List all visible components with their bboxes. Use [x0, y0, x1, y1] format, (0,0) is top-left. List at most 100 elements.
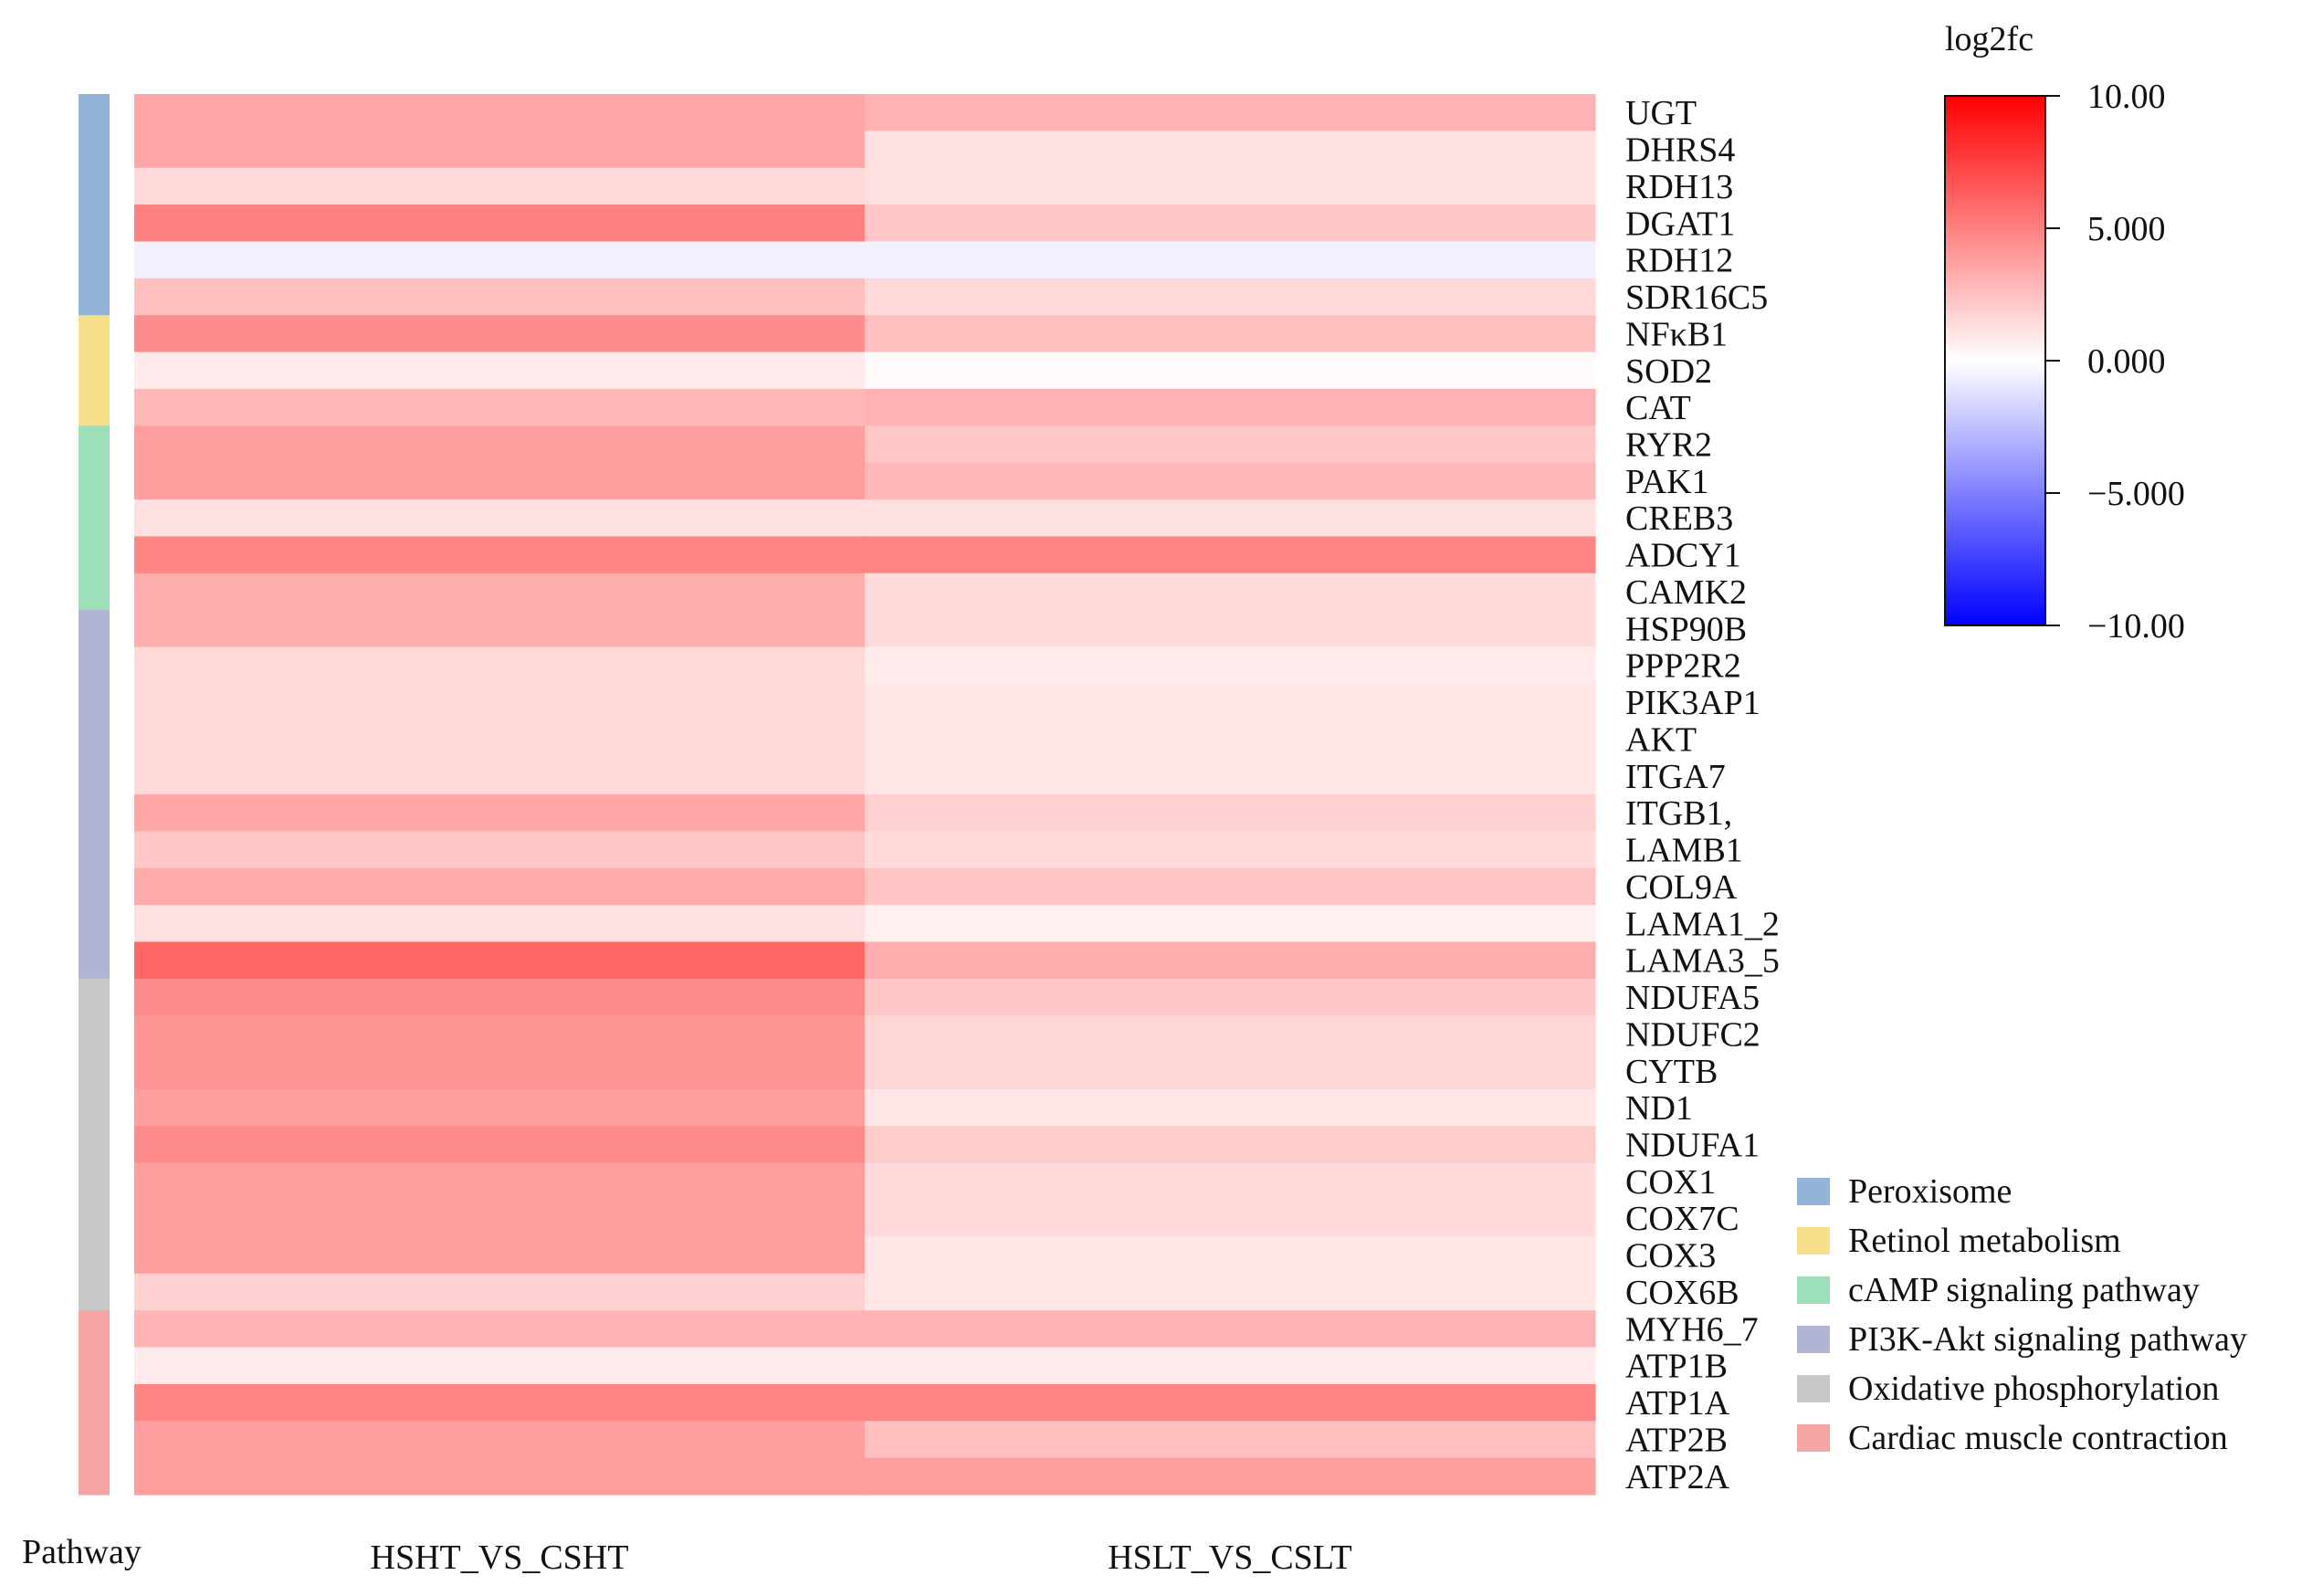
heatmap-cell: [134, 1162, 866, 1201]
heatmap-cell: [865, 352, 1596, 390]
row-label: CAMK2: [1625, 573, 1747, 612]
heatmap-cell: [134, 720, 866, 759]
heatmap-cell: [865, 1236, 1596, 1275]
pathway-legend: Peroxisome Retinol metabolism cAMP signali…: [1797, 1172, 2247, 1457]
row-label: NDUFC2: [1625, 1015, 1760, 1054]
heatmap-cell: [865, 425, 1596, 464]
colorbar: log2fc 10.00 5.000 0.000 −5.000 −10.00: [1944, 20, 2185, 646]
colorbar-title: log2fc: [1945, 20, 2034, 58]
heatmap-cell: [865, 757, 1596, 795]
heatmap-cell: [865, 683, 1596, 721]
row-label: ITGB1,: [1625, 794, 1732, 833]
heatmap-cell: [865, 867, 1596, 906]
heatmap-cell: [134, 1347, 866, 1385]
row-label: CYTB: [1625, 1053, 1718, 1091]
legend-label: cAMP signaling pathway: [1848, 1271, 2200, 1309]
heatmap-cell: [134, 1421, 866, 1459]
row-label: PIK3AP1: [1625, 684, 1760, 722]
colorbar-tick-label: −10.00: [2087, 607, 2185, 646]
heatmap-cell: [865, 1088, 1596, 1127]
heatmap-cell: [865, 536, 1596, 574]
heatmap-cell: [134, 94, 866, 131]
legend-swatch: [1797, 1375, 1830, 1402]
row-label: COL9A: [1625, 868, 1738, 907]
heatmap-cell: [865, 794, 1596, 832]
heatmap-cell: [865, 1162, 1596, 1201]
row-label: RYR2: [1625, 426, 1712, 465]
heatmap-cell: [134, 388, 866, 426]
heatmap-cell: [865, 241, 1596, 279]
heatmap-cell: [865, 831, 1596, 869]
heatmap-cell: [134, 205, 866, 243]
colorbar-tick-label: 5.000: [2087, 210, 2166, 248]
heatmap-cell: [865, 905, 1596, 943]
row-label: DGAT1: [1625, 205, 1735, 243]
column-labels: HSHT_VS_CSHT HSLT_VS_CSLT: [371, 1538, 1352, 1577]
heatmap-cell: [134, 1273, 866, 1311]
heatmap-cell: [134, 1200, 866, 1238]
heatmap-cell: [865, 131, 1596, 169]
heatmap-cell: [134, 499, 866, 538]
legend-swatch: [1797, 1276, 1830, 1304]
legend-label: PI3K-Akt signaling pathway: [1848, 1320, 2247, 1359]
heatmap-cell: [865, 1457, 1596, 1496]
heatmap-cell: [134, 1457, 866, 1496]
row-label: ATP2B: [1625, 1421, 1728, 1459]
row-label: MYH6_7: [1625, 1310, 1759, 1349]
heatmap-cell: [134, 867, 866, 906]
row-label: DHRS4: [1625, 131, 1735, 170]
colorbar-gradient: [1944, 95, 2046, 626]
pathway-segment: [79, 315, 110, 426]
heatmap-cell: [134, 352, 866, 390]
colorbar-tick-label: −5.000: [2087, 475, 2185, 513]
colorbar-ticks: 10.00 5.000 0.000 −5.000 −10.00: [2045, 78, 2185, 646]
heatmap-cell: [865, 1200, 1596, 1238]
row-label: CREB3: [1625, 499, 1733, 538]
legend-swatch: [1797, 1424, 1830, 1452]
heatmap-cell: [134, 1383, 866, 1422]
heatmap-cell: [865, 315, 1596, 353]
heatmap-cell: [134, 905, 866, 943]
heatmap-cell: [134, 757, 866, 795]
heatmap-cell: [865, 1347, 1596, 1385]
row-label: NDUFA5: [1625, 979, 1760, 1017]
row-label: PPP2R2: [1625, 647, 1741, 686]
heatmap-cell: [865, 462, 1596, 500]
row-label: RDH12: [1625, 242, 1733, 280]
row-label: SOD2: [1625, 352, 1712, 391]
heatmap-cell: [865, 1052, 1596, 1090]
column-label: HSHT_VS_CSHT: [371, 1538, 629, 1577]
heatmap-cell: [865, 572, 1596, 611]
heatmap-cell: [134, 425, 866, 464]
row-labels: UGTDHRS4RDH13DGAT1RDH12SDR16C5NFκB1SOD2C…: [1625, 94, 1780, 1496]
column-label: HSLT_VS_CSLT: [1108, 1538, 1352, 1577]
row-label: ATP1A: [1625, 1384, 1730, 1423]
legend-label: Cardiac muscle contraction: [1848, 1419, 2228, 1457]
row-label: LAMB1: [1625, 832, 1743, 870]
legend-label: Oxidative phosphorylation: [1848, 1370, 2219, 1408]
row-label: PAK1: [1625, 463, 1709, 501]
heatmap-cell: [134, 241, 866, 279]
heatmap-cell: [134, 646, 866, 685]
row-label: COX1: [1625, 1163, 1716, 1202]
heatmap-cell: [134, 610, 866, 648]
pathway-strip: [79, 94, 110, 1496]
row-label: RDH13: [1625, 168, 1733, 206]
pathway-segment: [79, 94, 110, 316]
row-label: ADCY1: [1625, 537, 1741, 575]
row-label: HSP90B: [1625, 610, 1747, 648]
heatmap-cell: [865, 720, 1596, 759]
heatmap-cell: [865, 1310, 1596, 1349]
pathway-segment: [79, 978, 110, 1311]
row-label: LAMA3_5: [1625, 942, 1780, 981]
pathway-segment: [79, 1310, 110, 1496]
legend-swatch: [1797, 1178, 1830, 1205]
heatmap-cell: [134, 1310, 866, 1349]
heatmap-cell: [134, 941, 866, 980]
heatmap-cell: [134, 831, 866, 869]
colorbar-tick-label: 10.00: [2087, 78, 2166, 116]
heatmap-cell: [865, 388, 1596, 426]
pathway-axis-label: Pathway: [22, 1533, 142, 1571]
legend-label: Peroxisome: [1848, 1172, 2012, 1211]
